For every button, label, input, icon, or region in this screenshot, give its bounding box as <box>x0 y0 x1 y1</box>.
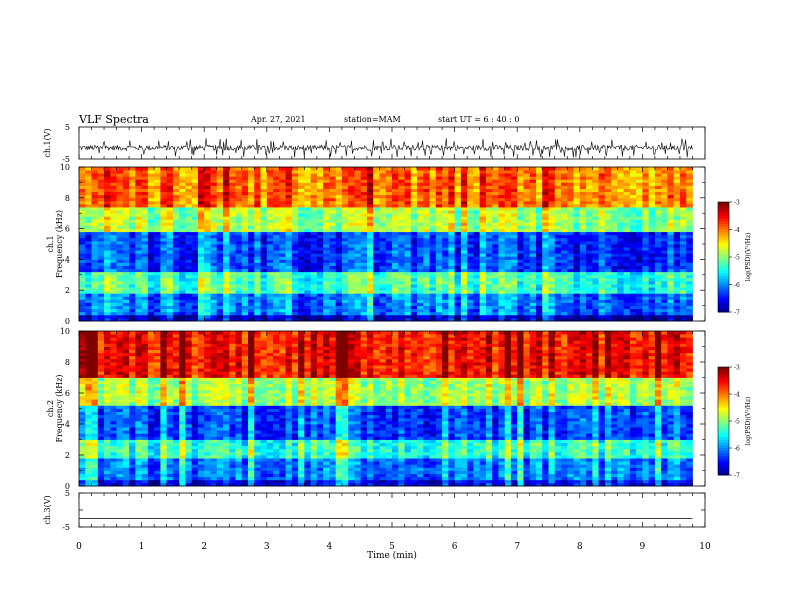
ch1-spectrogram-colorbar-label: log(PSD)(V²/Hz) <box>745 233 752 282</box>
ch1-spectrogram-colorbar-tick-label: -5 <box>734 255 740 262</box>
ch1-spectrogram-ytick-label: 8 <box>65 194 70 203</box>
ch2-spectrogram-ytick-label: 8 <box>65 358 70 367</box>
ch2-spectrogram-xticks <box>78 331 706 486</box>
ch2-spectrogram-colorbar-tick-label: -6 <box>734 446 740 453</box>
ch1-spectrogram-colorbar <box>718 201 732 313</box>
ch1-spectrogram-xticks <box>78 167 706 321</box>
ch1-spectrogram-ytick-label: 6 <box>65 225 70 234</box>
ch2-spectrogram-colorbar-label: log(PSD)(V²/Hz) <box>745 397 752 446</box>
ch1-waveform-xticks <box>78 127 706 159</box>
x-tick-label: 0 <box>76 542 82 552</box>
ch1-spectrogram-colorbar-frame <box>717 201 730 313</box>
ch3-ytick-label: 5 <box>65 489 70 498</box>
ch2-spectrogram-colorbar-tick-label: -3 <box>734 365 740 372</box>
station-label: station=MAM <box>344 115 401 124</box>
ch1-spectrogram-cells <box>79 167 693 322</box>
ch1-spectrogram-ytick-label: 2 <box>65 286 70 295</box>
ch2-spectrogram-colorbar-frame <box>717 366 730 476</box>
x-axis-label: Time (min) <box>367 550 417 561</box>
ch2-spectrogram-ylabel: ch.2Frequency (kHz) <box>46 374 64 442</box>
ch2-spectrogram-colorbar-tick-label: -7 <box>734 473 740 480</box>
ch3-waveform-ylabel: ch.3(V) <box>43 495 52 524</box>
ch2-spectrogram-ytick-label: 6 <box>65 389 70 398</box>
ch1-spectrogram-colorbar-tick-label: -7 <box>734 310 740 317</box>
ch2-spectrogram-ytick-label: 0 <box>65 482 70 491</box>
x-tick-label: 7 <box>514 542 520 552</box>
start-ut-label: start UT = 6 : 40 : 0 <box>438 115 520 124</box>
ch1-ytick-label: 5 <box>65 123 70 132</box>
ch2-spectrogram-ytick-label: 10 <box>60 327 70 336</box>
x-tick-label: 5 <box>389 542 395 552</box>
ch2-spectrogram-colorbar-tick-label: -5 <box>734 419 740 426</box>
ch1-spectrogram-ytick-label: 0 <box>65 317 70 326</box>
ch2-spectrogram-colorbar <box>718 366 732 476</box>
ch1-spectrogram-colorbar-tick-label: -3 <box>734 200 740 207</box>
date-label: Apr. 27, 2021 <box>251 115 306 124</box>
x-tick-label: 8 <box>577 542 583 552</box>
ch1-waveform-ylabel: ch.1(V) <box>43 128 52 157</box>
ch1-ytick-label: -5 <box>62 155 70 164</box>
ch2-spectrogram-cells <box>79 331 693 487</box>
ch2-spectrogram-yticks <box>79 330 705 487</box>
ch3-ytick-label: -5 <box>62 523 70 532</box>
ch2-spectrogram-ytick-label: 4 <box>65 420 70 429</box>
ch2-spectrogram-ytick-label: 2 <box>65 451 70 460</box>
ch1-spectrogram-yticks <box>79 166 705 322</box>
x-tick-label: 4 <box>327 542 333 552</box>
ch3-waveform-xticks <box>78 493 706 527</box>
ch1-spectrogram-colorbar-tick-label: -6 <box>734 282 740 289</box>
x-tick-label: 1 <box>139 542 145 552</box>
x-tick-label: 9 <box>640 542 646 552</box>
x-tick-label: 6 <box>452 542 458 552</box>
figure-title: VLF Spectra <box>79 113 149 126</box>
x-tick-label: 2 <box>201 542 207 552</box>
ch3-waveform-frame <box>78 492 706 528</box>
ch2-spectrogram-colorbar-tick-label: -4 <box>734 392 740 399</box>
x-tick-label: 10 <box>699 542 711 552</box>
ch1-waveform-line <box>78 138 693 158</box>
ch1-spectrogram-colorbar-tick-label: -4 <box>734 227 740 234</box>
ch1-spectrogram-ylabel: ch.1Frequency (kHz) <box>46 210 64 278</box>
x-tick-label: 3 <box>264 542 270 552</box>
ch1-spectrogram-ytick-label: 4 <box>65 255 70 264</box>
ch1-spectrogram-ytick-label: 10 <box>60 163 70 172</box>
